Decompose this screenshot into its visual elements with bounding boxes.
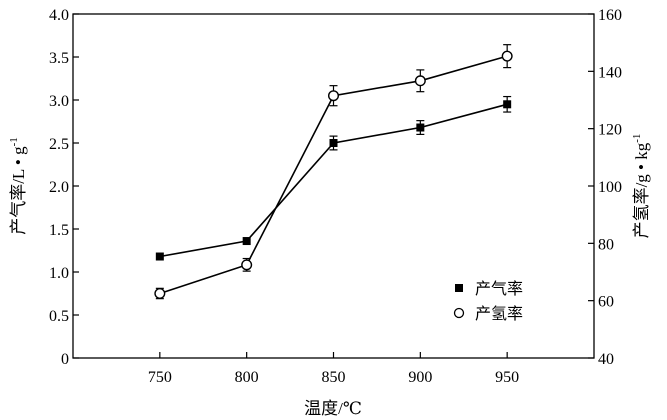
y-left-tick-label-1.5: 1.5 [49, 222, 69, 239]
y-axis-left-title-exponent: -1 [8, 137, 20, 146]
y-left-tick-label-2.0: 2.0 [49, 179, 69, 196]
x-axis-title: 温度/℃ [304, 399, 362, 418]
y-left-tick-label-3.5: 3.5 [49, 50, 69, 67]
data-point-0-1 [242, 237, 251, 246]
legend: 产气率 产氢率 [453, 280, 523, 323]
data-point-1-3 [414, 75, 426, 87]
y-axis-left: 0 0.5 1.0 1.5 2.0 2.5 3.0 3.5 4.0 [49, 7, 79, 368]
data-point-0-0 [155, 252, 164, 261]
y-left-tick-label-0.5: 0.5 [49, 308, 69, 325]
x-axis: 750 800 850 900 950 [148, 352, 519, 386]
legend-label-hydrogen-yield: 产氢率 [475, 305, 523, 323]
y-left-tick-label-1.0: 1.0 [49, 265, 69, 282]
data-point-1-0 [154, 288, 166, 300]
y-left-tick-label-2.5: 2.5 [49, 136, 69, 153]
legend-label-gas-yield: 产气率 [475, 280, 523, 298]
y-axis-left-title: 产气率/L • g-1 [8, 137, 28, 235]
data-point-0-2 [329, 139, 338, 147]
y-axis-right-title: 产氢率/g • kg-1 [631, 134, 651, 239]
data-point-0-3 [416, 123, 425, 132]
data-point-0-4 [503, 100, 512, 109]
svg-text:产氢率/g • kg-1: 产氢率/g • kg-1 [631, 134, 651, 239]
y-right-tick-label-40: 40 [598, 351, 614, 368]
x-tick-label-950: 950 [495, 369, 519, 386]
series-layer [154, 44, 513, 300]
y-left-tick-label-0: 0 [61, 351, 69, 368]
data-point-1-4 [501, 50, 513, 62]
x-tick-label-750: 750 [148, 369, 172, 386]
data-point-1-1 [241, 259, 253, 271]
series-line-0 [159, 103, 508, 258]
y-axis-right: 40 60 80 100 120 140 160 [588, 7, 622, 368]
svg-text:产气率/L • g-1: 产气率/L • g-1 [8, 137, 28, 235]
y-right-tick-label-60: 60 [598, 294, 614, 311]
x-tick-label-900: 900 [408, 369, 432, 386]
x-tick-label-850: 850 [322, 369, 346, 386]
y-axis-right-title-exponent: -1 [631, 134, 643, 143]
y-axis-left-title-text: 产气率/L • g [9, 146, 28, 235]
y-left-tick-label-4.0: 4.0 [49, 7, 69, 24]
y-right-tick-label-160: 160 [598, 7, 622, 24]
y-right-tick-label-80: 80 [598, 236, 614, 253]
y-left-tick-label-3.0: 3.0 [49, 93, 69, 110]
data-point-1-2 [328, 90, 340, 102]
y-right-tick-label-100: 100 [598, 179, 622, 196]
y-right-tick-label-120: 120 [598, 122, 622, 139]
legend-marker-hydrogen-yield [453, 307, 465, 319]
x-tick-label-800: 800 [235, 369, 259, 386]
y-right-tick-label-140: 140 [598, 64, 622, 81]
y-axis-right-title-text: 产氢率/g • kg [632, 142, 651, 238]
legend-marker-gas-yield [455, 284, 463, 292]
